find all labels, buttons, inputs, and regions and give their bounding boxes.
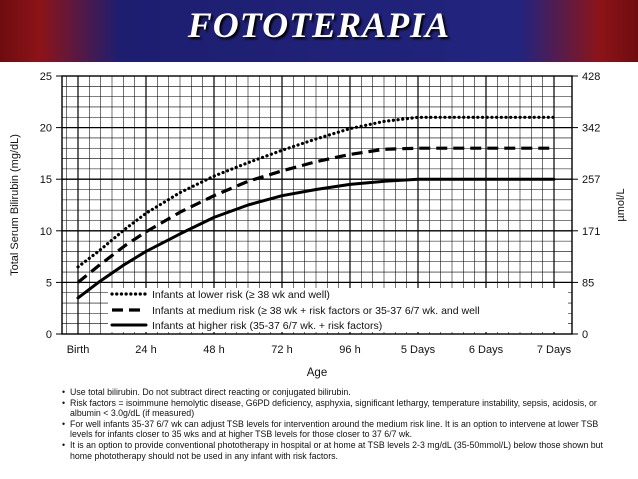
x-tick-label: Birth bbox=[67, 344, 90, 356]
legend-label: Infants at higher risk (35-37 6/7 wk. + … bbox=[152, 320, 382, 332]
y-tick-label: 5 bbox=[46, 277, 52, 289]
notes-list: • Use total bilirubin. Do not subtract di… bbox=[62, 387, 622, 461]
x-tick-label: 72 h bbox=[271, 344, 292, 356]
y2-tick-label: 257 bbox=[582, 174, 600, 186]
y-axis-tick-labels: 0 5 10 15 20 25 bbox=[40, 71, 62, 341]
plot-frame bbox=[61, 75, 573, 335]
legend: Infants at lower risk (≥ 38 wk and well)… bbox=[110, 289, 480, 332]
y-tick-label: 0 bbox=[46, 329, 52, 341]
legend-label: Infants at medium risk (≥ 38 wk + risk f… bbox=[152, 305, 480, 317]
x-tick-label: 5 Days bbox=[401, 344, 436, 356]
y2-axis-label: µmol/L bbox=[615, 188, 627, 221]
slide-title: FOTOTERAPIA bbox=[187, 5, 451, 45]
x-tick-label: 6 Days bbox=[469, 344, 504, 356]
bilirubin-chart: 0 5 10 15 20 25 0 85 171 257 342 428 Birth 24 h 48 h… bbox=[9, 71, 627, 379]
x-axis-label: Age bbox=[307, 367, 327, 379]
y-tick-label: 25 bbox=[40, 71, 52, 83]
x-tick-label: 24 h bbox=[135, 344, 156, 356]
y2-tick-label: 428 bbox=[582, 71, 600, 83]
note-item: • Risk factors = isoimmune hemolytic dise… bbox=[62, 397, 597, 419]
note-item: • For well infants 35-37 6/7 wk can adjus… bbox=[62, 418, 599, 440]
x-tick-label: 7 Days bbox=[537, 344, 572, 356]
y2-axis-tick-labels: 0 85 171 257 342 428 bbox=[572, 71, 600, 341]
y2-tick-label: 171 bbox=[582, 226, 600, 238]
note-text: For well infants 35-37 6/7 wk can adjust… bbox=[70, 418, 599, 440]
y-tick-label: 10 bbox=[40, 226, 52, 238]
series-line-dotted bbox=[76, 115, 556, 269]
legend-background bbox=[108, 288, 568, 332]
legend-label: Infants at lower risk (≥ 38 wk and well) bbox=[152, 289, 330, 301]
series-line-solid bbox=[76, 177, 556, 300]
y-tick-label: 15 bbox=[40, 174, 52, 186]
note-text: Risk factors = isoimmune hemolytic disea… bbox=[70, 397, 597, 419]
note-text: Use total bilirubin. Do not subtract dir… bbox=[70, 387, 351, 397]
y2-tick-label: 85 bbox=[582, 277, 594, 289]
series-line-dashed bbox=[76, 146, 554, 284]
title-bar: FOTOTERAPIA bbox=[0, 0, 638, 62]
series-lines bbox=[76, 115, 556, 300]
note-item: • It is an option to provide conventional… bbox=[62, 439, 604, 461]
y-tick-label: 20 bbox=[40, 123, 52, 135]
note-text: It is an option to provide conventional … bbox=[70, 439, 604, 461]
x-tick-label: 48 h bbox=[203, 344, 224, 356]
x-axis-tick-labels: Birth 24 h 48 h 72 h 96 h 5 Days 6 Days 7 Days bbox=[67, 344, 572, 356]
y2-tick-label: 0 bbox=[582, 329, 588, 341]
y2-tick-label: 342 bbox=[582, 123, 600, 135]
note-item: • Use total bilirubin. Do not subtract di… bbox=[62, 387, 351, 397]
y-axis-label: Total Serum Bilirubin (mg/dL) bbox=[9, 134, 21, 276]
x-tick-label: 96 h bbox=[339, 344, 360, 356]
